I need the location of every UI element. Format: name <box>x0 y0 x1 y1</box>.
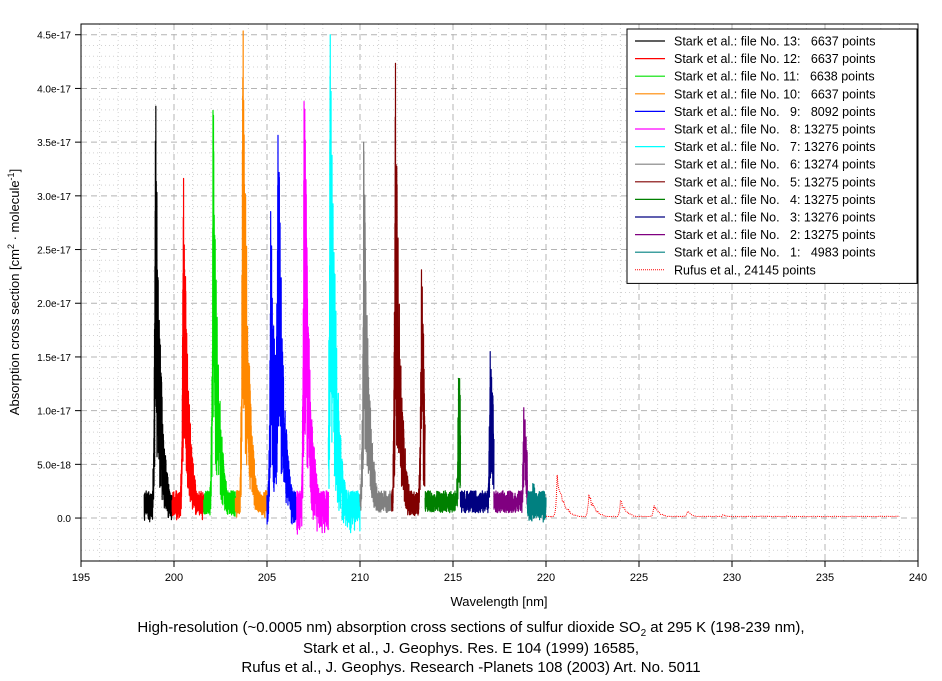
plot-frame <box>80 23 919 562</box>
series-line-7 <box>327 34 361 534</box>
series-line-14 <box>545 474 900 518</box>
legend-label: Stark et al.: file No. 8: 13275 points <box>674 123 876 137</box>
legend-label: Stark et al.: file No. 5: 13275 points <box>674 175 876 189</box>
series-line-12 <box>493 407 529 514</box>
legend-label: Stark et al.: file No. 4: 13275 points <box>674 193 876 207</box>
legend-label: Stark et al.: file No. 10: 6637 points <box>674 87 876 101</box>
series-layer <box>143 30 900 535</box>
caption-line-2: Stark et al., J. Geophys. Res. E 104 (19… <box>302 640 640 657</box>
legend-label: Stark et al.: file No. 2: 13275 points <box>674 228 876 242</box>
legend-label: Rufus et al., 24145 points <box>674 263 816 277</box>
x-tick-label: 200 <box>165 572 183 584</box>
x-tick-label: 230 <box>723 572 741 584</box>
legend-label: Stark et al.: file No. 13: 6637 points <box>674 35 876 49</box>
y-tick-label: 1.5e-17 <box>37 353 71 364</box>
y-tick-label: 3.5e-17 <box>37 138 71 149</box>
series-line-9 <box>391 62 426 517</box>
x-tick-label: 210 <box>351 572 369 584</box>
y-tick-label: 1.0e-17 <box>37 407 71 418</box>
series-line-4 <box>234 30 268 519</box>
x-tick-label: 215 <box>444 572 462 584</box>
y-tick-label: 0.0 <box>57 514 71 525</box>
y-tick-label: 5.0e-18 <box>37 460 71 471</box>
x-tick-label: 225 <box>630 572 648 584</box>
caption-line-3: Rufus et al., J. Geophys. Research -Plan… <box>241 659 701 676</box>
legend-label: Stark et al.: file No. 3: 13276 points <box>674 211 876 225</box>
y-tick-label: 4.0e-17 <box>37 84 71 95</box>
series-line-5 <box>266 134 298 525</box>
x-tick-label: 220 <box>537 572 555 584</box>
legend-label: Stark et al.: file No. 6: 13274 points <box>674 158 876 172</box>
series-line-6 <box>296 100 329 535</box>
x-tick-label: 240 <box>909 572 927 584</box>
series-line-1 <box>143 105 173 523</box>
x-tick-label: 235 <box>816 572 834 584</box>
caption-line-1: High-resolution (~0.0005 nm) absorption … <box>137 619 805 639</box>
series-line-13 <box>526 483 547 523</box>
x-axis-label: Wavelength [nm] <box>450 594 547 609</box>
series-line-8 <box>359 141 393 513</box>
x-tick-label: 205 <box>258 572 276 584</box>
y-axis-label: Absorption cross section [cm2 · molecule… <box>6 169 22 415</box>
y-tick-label: 4.5e-17 <box>37 31 71 42</box>
legend-label: Stark et al.: file No. 9: 8092 points <box>674 105 876 119</box>
legend-label: Stark et al.: file No. 11: 6638 points <box>674 70 875 84</box>
legend-label: Stark et al.: file No. 1: 4983 points <box>674 246 876 260</box>
y-tick-label: 2.0e-17 <box>37 299 71 310</box>
series-line-10 <box>424 377 462 514</box>
legend: Stark et al.: file No. 13: 6637 points St… <box>626 28 918 284</box>
series-line-2 <box>171 177 205 521</box>
absorption-chart: 195 200 205 210 215 220 225 230 235 240 0.0 5.0e-1… <box>6 23 927 609</box>
series-line-3 <box>203 109 236 517</box>
legend-label: Stark et al.: file No. 12: 6637 points <box>674 52 876 66</box>
legend-box <box>626 28 918 284</box>
y-axis: 0.0 5.0e-18 1.0e-17 1.5e-17 2.0e-17 2.5e-17 3.… <box>37 31 81 525</box>
series-line-11 <box>459 350 495 514</box>
x-axis: 195 200 205 210 215 220 225 230 235 240 <box>72 561 927 584</box>
x-tick-label: 195 <box>72 572 90 584</box>
y-tick-label: 3.0e-17 <box>37 192 71 203</box>
grid-lines <box>81 24 918 561</box>
y-tick-label: 2.5e-17 <box>37 246 71 257</box>
legend-label: Stark et al.: file No. 7: 13276 points <box>674 140 876 154</box>
